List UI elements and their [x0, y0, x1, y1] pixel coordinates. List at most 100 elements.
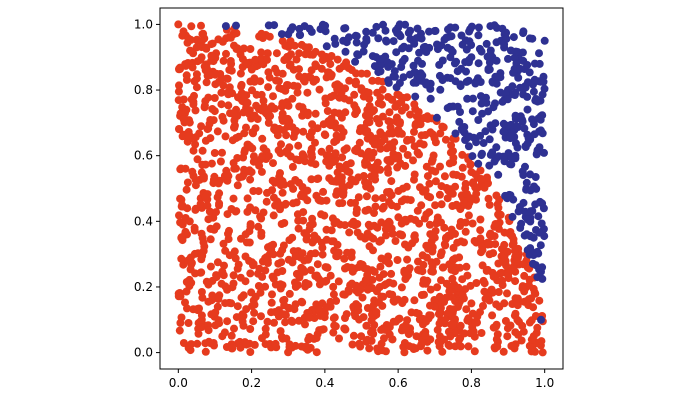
data-point-outside [447, 45, 456, 54]
data-point-inside [206, 224, 215, 233]
data-point-inside [344, 286, 353, 294]
data-point-outside [530, 130, 539, 139]
data-point-inside [393, 256, 402, 264]
data-point-outside [438, 76, 447, 85]
data-point-outside [381, 26, 390, 35]
data-point-inside [389, 296, 398, 305]
data-point-inside [394, 125, 403, 134]
data-point-inside [197, 21, 205, 30]
data-point-inside [443, 194, 452, 203]
data-point-inside [461, 227, 470, 236]
data-point-outside [446, 74, 455, 83]
data-point-inside [299, 208, 308, 217]
data-point-inside [305, 313, 314, 322]
data-point-inside [317, 64, 326, 73]
data-point-inside [447, 141, 456, 150]
data-point-inside [317, 277, 326, 286]
data-point-inside [311, 47, 320, 56]
data-point-inside [437, 200, 446, 209]
data-point-inside [329, 314, 338, 323]
data-point-outside [352, 38, 361, 47]
data-point-inside [194, 329, 203, 338]
data-point-inside [362, 321, 371, 330]
data-point-outside [270, 21, 279, 30]
y-tick-label: 0.0 [134, 346, 153, 360]
data-point-inside [190, 91, 198, 100]
data-point-outside [535, 49, 543, 58]
data-point-inside [197, 315, 206, 324]
data-point-inside [340, 324, 349, 333]
data-point-inside [376, 144, 385, 153]
data-point-inside [288, 162, 297, 171]
data-point-outside [474, 23, 483, 32]
data-point-outside [277, 30, 286, 39]
data-point-inside [215, 189, 224, 198]
data-point-outside [435, 60, 444, 69]
plot-frame [159, 7, 564, 370]
data-point-inside [257, 167, 266, 176]
data-point-inside [389, 279, 398, 288]
data-point-inside [269, 159, 277, 168]
data-point-inside [503, 247, 512, 256]
data-point-inside [272, 76, 281, 85]
data-point-inside [311, 109, 320, 118]
data-point-inside [462, 262, 471, 271]
data-point-inside [202, 78, 211, 87]
data-point-outside [362, 34, 371, 43]
data-point-inside [356, 232, 365, 241]
data-point-outside [538, 263, 547, 272]
data-point-outside [395, 79, 404, 87]
data-point-outside [518, 48, 527, 57]
data-point-inside [479, 302, 487, 310]
data-point-inside [426, 311, 435, 320]
data-point-inside [225, 251, 234, 260]
data-point-inside [371, 175, 380, 184]
data-point-inside [365, 242, 374, 251]
data-point-outside [322, 42, 331, 51]
data-point-inside [258, 152, 267, 161]
y-tick-label: 0.8 [134, 83, 153, 97]
data-point-inside [382, 221, 391, 230]
data-point-inside [235, 173, 244, 182]
data-point-inside [416, 139, 425, 148]
data-point-inside [283, 81, 291, 89]
data-point-inside [341, 264, 349, 273]
data-point-inside [376, 262, 385, 271]
data-point-inside [503, 289, 511, 298]
data-point-inside [334, 248, 343, 257]
data-point-outside [409, 61, 418, 70]
data-point-inside [458, 291, 467, 300]
data-point-outside [405, 70, 414, 79]
data-point-outside [523, 139, 532, 148]
data-point-inside [246, 222, 255, 231]
data-point-inside [249, 317, 258, 326]
data-point-inside [417, 201, 426, 210]
data-point-outside [506, 134, 515, 143]
data-point-inside [271, 308, 280, 316]
data-point-inside [197, 168, 206, 177]
data-point-inside [422, 317, 430, 326]
data-point-inside [314, 195, 323, 204]
data-point-inside [298, 249, 307, 258]
data-point-inside [306, 221, 314, 230]
data-point-inside [485, 230, 494, 239]
data-point-inside [394, 213, 403, 222]
data-point-inside [519, 327, 528, 336]
data-point-outside [443, 104, 452, 113]
data-point-inside [205, 119, 214, 128]
data-point-inside [311, 272, 320, 280]
data-point-outside [539, 204, 548, 213]
data-point-inside [452, 200, 461, 209]
data-point-inside [313, 124, 322, 133]
data-point-inside [464, 342, 473, 351]
data-point-inside [425, 220, 434, 229]
data-point-inside [185, 118, 194, 127]
data-point-inside [381, 347, 390, 356]
data-point-inside [381, 325, 390, 334]
data-point-inside [334, 174, 343, 183]
data-point-inside [297, 40, 306, 49]
x-tick-label: 0.2 [242, 376, 261, 390]
data-point-inside [278, 177, 287, 186]
data-point-inside [496, 269, 505, 278]
